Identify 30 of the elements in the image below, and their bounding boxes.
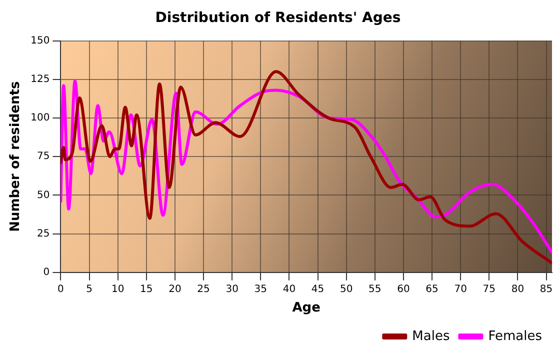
y-tick-label: 75 <box>36 151 50 162</box>
x-tick-label: 10 <box>111 284 124 295</box>
x-axis-title: Age <box>292 300 321 316</box>
y-tick-label: 100 <box>30 112 50 124</box>
x-tick-label: 70 <box>454 284 467 295</box>
x-tick-label: 85 <box>540 284 553 295</box>
x-tick-label: 80 <box>511 284 524 295</box>
x-tick-label: 15 <box>140 284 153 295</box>
x-tick-label: 50 <box>340 284 353 295</box>
legend-label: Females <box>488 328 542 344</box>
x-tick-label: 60 <box>397 284 410 295</box>
y-tick-label: 0 <box>43 266 50 278</box>
y-tick-label: 50 <box>36 190 50 201</box>
legend-label: Males <box>412 328 450 344</box>
x-tick-label: 65 <box>426 284 438 295</box>
chart-title: Distribution of Residents' Ages <box>155 10 401 26</box>
y-tick-label: 150 <box>30 35 50 46</box>
y-axis-title: Number of residents <box>8 81 24 232</box>
x-tick-label: 25 <box>197 284 210 295</box>
y-tick-label: 125 <box>30 74 50 85</box>
x-tick-label: 20 <box>168 284 182 295</box>
x-tick-label: 30 <box>226 284 238 295</box>
x-tick-label: 0 <box>58 284 64 295</box>
x-tick-label: 35 <box>254 284 268 295</box>
x-tick-label: 75 <box>482 284 496 295</box>
x-tick-label: 45 <box>311 284 324 295</box>
x-tick-label: 55 <box>368 284 382 295</box>
x-tick-label: 5 <box>86 284 92 295</box>
x-tick-label: 40 <box>282 284 296 295</box>
y-tick-label: 25 <box>36 228 50 240</box>
